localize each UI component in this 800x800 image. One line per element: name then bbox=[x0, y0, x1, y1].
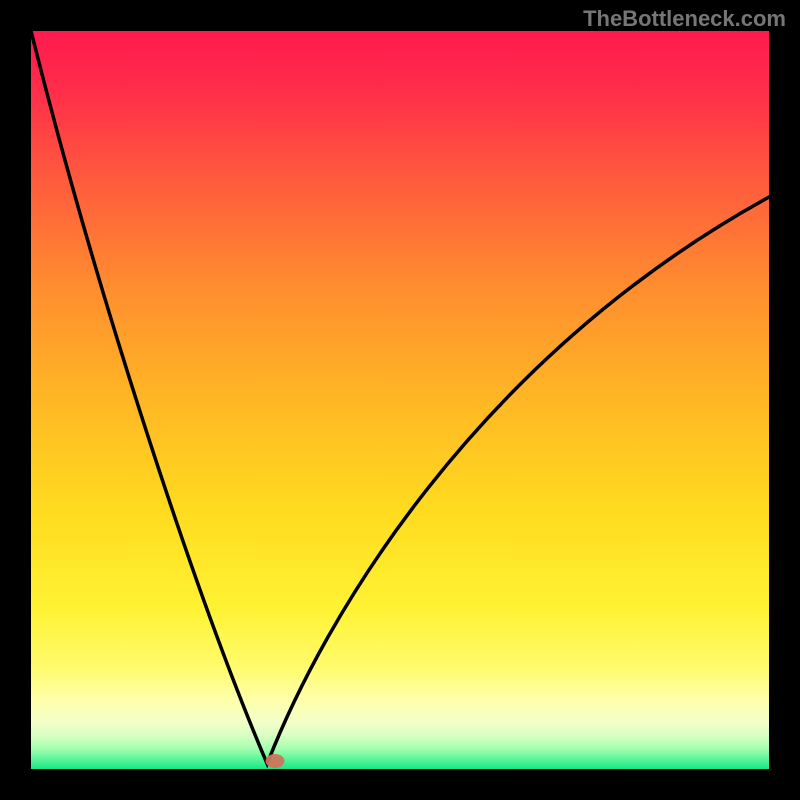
minimum-marker bbox=[266, 754, 285, 768]
outer-frame: TheBottleneck.com bbox=[0, 0, 800, 800]
plot-svg bbox=[31, 31, 769, 769]
plot-area bbox=[31, 31, 769, 769]
watermark-text: TheBottleneck.com bbox=[583, 6, 786, 32]
gradient-background bbox=[31, 31, 769, 769]
